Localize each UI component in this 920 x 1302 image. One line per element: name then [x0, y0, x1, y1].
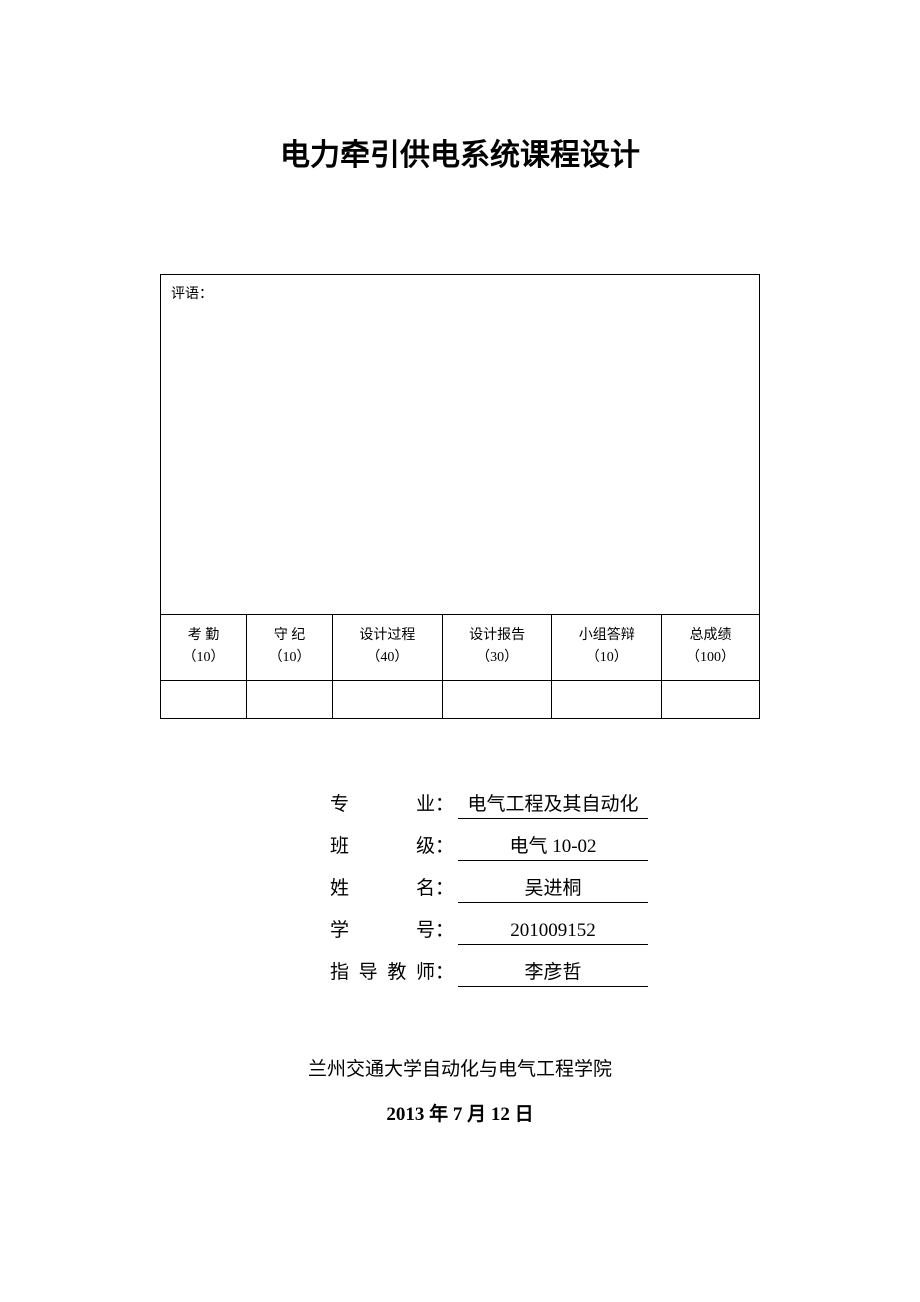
value-major: 电气工程及其自动化 [458, 789, 648, 819]
col-report: 设计报告 （30） [442, 615, 552, 681]
val-total [662, 680, 760, 718]
footer: 兰州交通大学自动化与电气工程学院 2013 年 7 月 12 日 [160, 1047, 760, 1138]
info-id: 学 号：201009152 [330, 915, 760, 945]
col-defense: 小组答辩 （10） [552, 615, 662, 681]
evaluation-table: 评语： 考 勤 （10） 守 纪 （10） 设计过程 （40） 设计报告 （30… [160, 274, 760, 719]
col-attendance: 考 勤 （10） [161, 615, 247, 681]
value-advisor: 李彦哲 [458, 957, 648, 987]
institution: 兰州交通大学自动化与电气工程学院 [160, 1047, 760, 1093]
value-class: 电气 10-02 [458, 831, 648, 861]
label-class: 班 级 [330, 831, 435, 858]
val-attendance [161, 680, 247, 718]
val-discipline [247, 680, 333, 718]
val-process [333, 680, 443, 718]
date: 2013 年 7 月 12 日 [160, 1092, 760, 1138]
info-advisor: 指导教师：李彦哲 [330, 957, 760, 987]
info-name: 姓 名：吴进桐 [330, 873, 760, 903]
label-name: 姓 名 [330, 873, 435, 900]
value-id: 201009152 [458, 920, 648, 945]
val-report [442, 680, 552, 718]
val-defense [552, 680, 662, 718]
col-discipline: 守 纪 （10） [247, 615, 333, 681]
table-value-row [161, 680, 760, 718]
student-info: 专 业：电气工程及其自动化 班 级：电气 10-02 姓 名：吴进桐 学 号：2… [330, 789, 760, 987]
label-major: 专 业 [330, 789, 435, 816]
value-name: 吴进桐 [458, 873, 648, 903]
info-major: 专 业：电气工程及其自动化 [330, 789, 760, 819]
document-title: 电力牵引供电系统课程设计 [160, 130, 760, 174]
label-id: 学 号 [330, 915, 435, 942]
col-process: 设计过程 （40） [333, 615, 443, 681]
col-total: 总成绩 （100） [662, 615, 760, 681]
info-class: 班 级：电气 10-02 [330, 831, 760, 861]
comments-cell: 评语： [161, 275, 760, 615]
document-page: 电力牵引供电系统课程设计 评语： 考 勤 （10） 守 纪 （10） 设计过程 … [0, 0, 920, 1198]
label-advisor: 指导教师 [330, 957, 435, 984]
table-header-row: 考 勤 （10） 守 纪 （10） 设计过程 （40） 设计报告 （30） 小组… [161, 615, 760, 681]
